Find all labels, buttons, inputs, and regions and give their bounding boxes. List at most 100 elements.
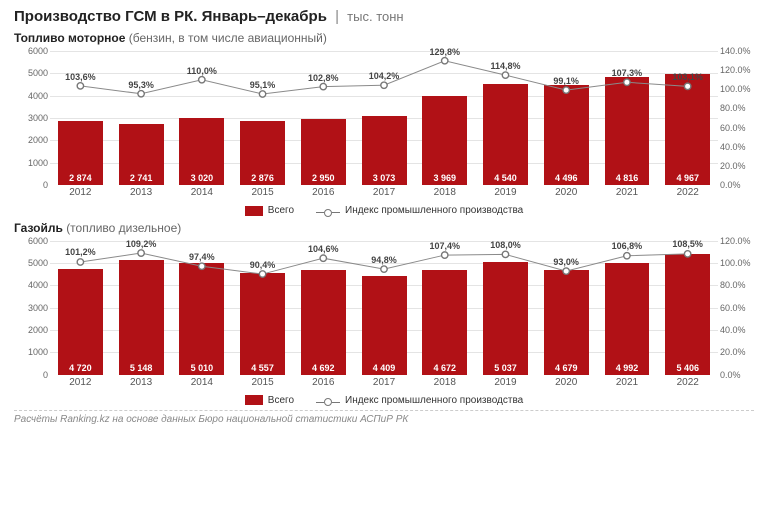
y-left-tick: 0 xyxy=(14,180,48,190)
y-left-tick: 3000 xyxy=(14,303,48,313)
x-label: 2016 xyxy=(293,377,354,393)
y-right-tick: 120.0% xyxy=(720,65,754,75)
pct-label: 104,2% xyxy=(369,71,400,81)
title-unit: тыс. тонн xyxy=(347,9,403,24)
legend-line-swatch xyxy=(316,209,340,217)
y-left-tick: 1000 xyxy=(14,347,48,357)
bar-value: 4 557 xyxy=(240,363,285,373)
pct-label: 129,8% xyxy=(429,47,460,57)
bar-value: 3 020 xyxy=(179,173,224,183)
bar-value: 4 679 xyxy=(544,363,589,373)
bar-slot: 5 148 xyxy=(111,241,172,375)
y-right-tick: 0.0% xyxy=(720,370,754,380)
title-main: Производство ГСМ в РК. Январь–декабрь xyxy=(14,8,327,25)
y-right-tick: 120.0% xyxy=(720,236,754,246)
x-label: 2012 xyxy=(50,187,111,203)
legend-bar-swatch xyxy=(245,206,263,216)
bar-value: 5 148 xyxy=(119,363,164,373)
bar: 4 409 xyxy=(362,276,407,374)
chart-wrap: 01000200030004000500060000.0%20.0%40.0%6… xyxy=(14,237,754,393)
legend-line-item: Индекс промышленного производства xyxy=(316,395,523,407)
bar: 5 148 xyxy=(119,260,164,375)
bar: 4 967 xyxy=(665,74,710,185)
chart-wrap: 01000200030004000500060000.0%20.0%40.0%6… xyxy=(14,47,754,203)
y-right-tick: 100.0% xyxy=(720,84,754,94)
y-right-tick: 100.0% xyxy=(720,258,754,268)
pct-label: 106,8% xyxy=(612,241,643,251)
y-left-tick: 4000 xyxy=(14,91,48,101)
bar: 4 816 xyxy=(605,77,650,185)
y-right-tick: 60.0% xyxy=(720,303,754,313)
bar-slot: 4 720 xyxy=(50,241,111,375)
pct-label: 107,3% xyxy=(612,68,643,78)
bar-value: 3 969 xyxy=(422,173,467,183)
bar: 4 557 xyxy=(240,273,285,375)
y-left-tick: 6000 xyxy=(14,46,48,56)
y-right-tick: 40.0% xyxy=(720,325,754,335)
bar-value: 2 950 xyxy=(301,173,346,183)
bar-value: 4 409 xyxy=(362,363,407,373)
pct-label: 114,8% xyxy=(490,61,520,71)
x-label: 2014 xyxy=(171,187,232,203)
pct-label: 103,6% xyxy=(65,72,96,82)
y-right-tick: 140.0% xyxy=(720,46,754,56)
legend-bar-item: Всего xyxy=(245,205,294,216)
y-left-tick: 5000 xyxy=(14,68,48,78)
bar-slot: 3 969 xyxy=(414,51,475,185)
legend: Всего Индекс промышленного производства xyxy=(14,395,754,407)
bar-value: 4 720 xyxy=(58,363,103,373)
x-label: 2015 xyxy=(232,187,293,203)
x-label: 2020 xyxy=(536,377,597,393)
chart-block: Топливо моторное (бензин, в том числе ав… xyxy=(14,31,754,217)
pct-label: 99,1% xyxy=(553,76,579,86)
bar: 2 741 xyxy=(119,124,164,185)
y-right-tick: 0.0% xyxy=(720,180,754,190)
x-label: 2017 xyxy=(354,377,415,393)
pct-label: 108,5% xyxy=(672,239,703,249)
x-label: 2021 xyxy=(597,187,658,203)
pct-label: 108,0% xyxy=(490,240,521,250)
legend-bar-swatch xyxy=(245,395,263,405)
pct-label: 104,6% xyxy=(308,244,339,254)
legend: Всего Индекс промышленного производства xyxy=(14,205,754,217)
x-label: 2014 xyxy=(171,377,232,393)
pct-label: 95,1% xyxy=(250,80,276,90)
bar: 3 073 xyxy=(362,116,407,185)
bar: 5 010 xyxy=(179,263,224,375)
bar: 5 406 xyxy=(665,254,710,375)
bar: 3 969 xyxy=(422,96,467,185)
y-left-tick: 5000 xyxy=(14,258,48,268)
bar: 4 496 xyxy=(544,85,589,185)
bar: 4 692 xyxy=(301,270,346,375)
bar-slot: 4 672 xyxy=(414,241,475,375)
pct-label: 95,3% xyxy=(128,80,154,90)
y-right-tick: 40.0% xyxy=(720,142,754,152)
bar: 4 720 xyxy=(58,269,103,374)
pct-label: 90,4% xyxy=(250,260,276,270)
pct-label: 94,8% xyxy=(371,255,397,265)
pct-label: 102,8% xyxy=(308,73,339,83)
bar-value: 2 876 xyxy=(240,173,285,183)
x-label: 2013 xyxy=(111,377,172,393)
legend-line-item: Индекс промышленного производства xyxy=(316,205,523,217)
y-left-tick: 6000 xyxy=(14,236,48,246)
pct-label: 107,4% xyxy=(429,241,460,251)
bar: 2 950 xyxy=(301,119,346,185)
x-label: 2016 xyxy=(293,187,354,203)
y-left-tick: 2000 xyxy=(14,135,48,145)
y-left-tick: 0 xyxy=(14,370,48,380)
bar-value: 4 992 xyxy=(605,363,650,373)
chart-subtitle: Газойль (топливо дизельное) xyxy=(14,221,754,235)
root: Производство ГСМ в РК. Январь–декабрь | … xyxy=(0,0,768,429)
bar-value: 4 540 xyxy=(483,173,528,183)
x-label: 2018 xyxy=(414,377,475,393)
bar: 3 020 xyxy=(179,118,224,185)
bar: 4 679 xyxy=(544,270,589,374)
bar-slot: 2 741 xyxy=(111,51,172,185)
x-label: 2019 xyxy=(475,377,536,393)
legend-bar-item: Всего xyxy=(245,395,294,406)
x-label: 2012 xyxy=(50,377,111,393)
pct-label: 93,0% xyxy=(553,257,579,267)
x-label: 2021 xyxy=(597,377,658,393)
bar: 2 876 xyxy=(240,121,285,185)
